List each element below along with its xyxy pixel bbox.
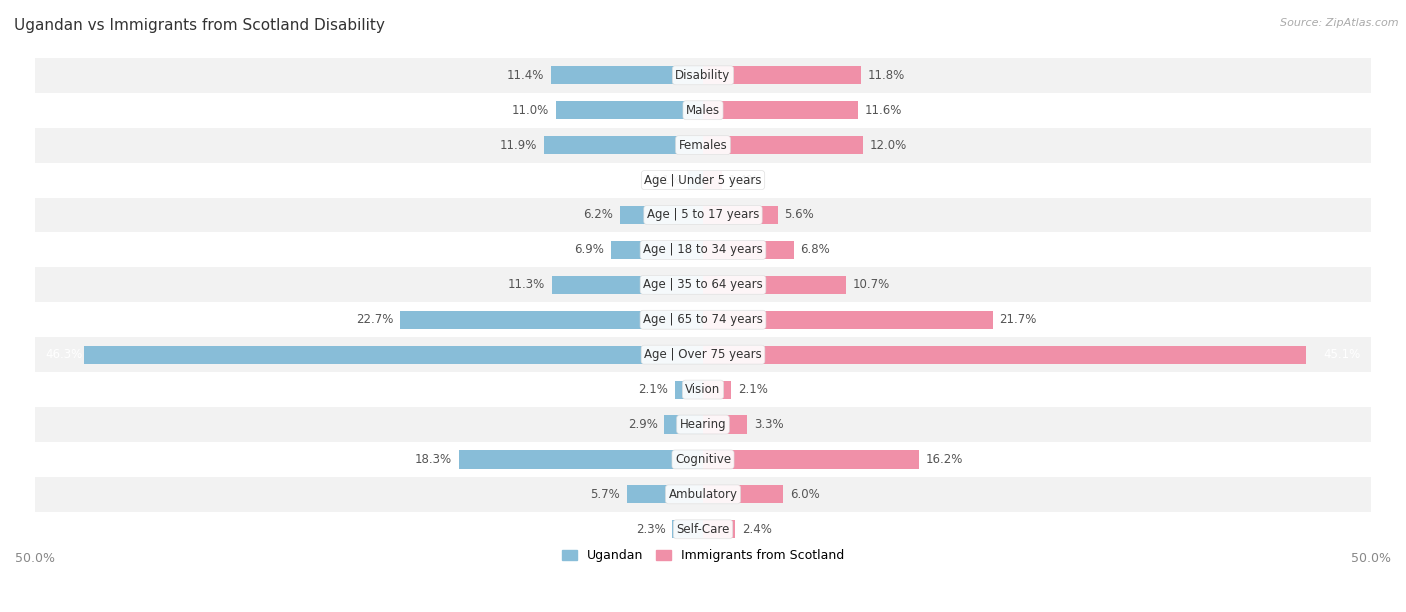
Text: Source: ZipAtlas.com: Source: ZipAtlas.com — [1281, 18, 1399, 28]
Bar — [555, 101, 703, 119]
Text: Females: Females — [679, 139, 727, 152]
Text: Self-Care: Self-Care — [676, 523, 730, 536]
Text: 11.4%: 11.4% — [506, 69, 544, 82]
Bar — [551, 66, 703, 84]
Text: 6.2%: 6.2% — [583, 209, 613, 222]
Bar — [84, 346, 703, 364]
Bar — [35, 163, 1371, 198]
Bar — [610, 241, 703, 259]
Bar — [703, 311, 993, 329]
Bar — [675, 381, 703, 398]
Text: 12.0%: 12.0% — [870, 139, 907, 152]
Bar — [35, 442, 1371, 477]
Text: 3.3%: 3.3% — [754, 418, 783, 431]
Bar — [703, 450, 920, 469]
Bar — [35, 337, 1371, 372]
Bar — [703, 101, 858, 119]
Bar — [35, 58, 1371, 93]
Bar — [672, 520, 703, 539]
Text: Age | Over 75 years: Age | Over 75 years — [644, 348, 762, 361]
Text: 22.7%: 22.7% — [356, 313, 394, 326]
Bar — [35, 302, 1371, 337]
Text: Hearing: Hearing — [679, 418, 727, 431]
Bar — [703, 485, 783, 504]
Text: 11.6%: 11.6% — [865, 103, 903, 117]
Text: 16.2%: 16.2% — [927, 453, 963, 466]
Text: 6.0%: 6.0% — [790, 488, 820, 501]
Bar — [703, 136, 863, 154]
Text: 21.7%: 21.7% — [1000, 313, 1038, 326]
Text: 2.4%: 2.4% — [742, 523, 772, 536]
Text: 46.3%: 46.3% — [45, 348, 83, 361]
Text: 6.9%: 6.9% — [574, 244, 605, 256]
Bar — [703, 66, 860, 84]
Bar — [458, 450, 703, 469]
Text: Age | 18 to 34 years: Age | 18 to 34 years — [643, 244, 763, 256]
Text: 11.8%: 11.8% — [868, 69, 904, 82]
Text: 2.1%: 2.1% — [638, 383, 668, 396]
Bar — [35, 198, 1371, 233]
Text: 18.3%: 18.3% — [415, 453, 451, 466]
Bar — [35, 477, 1371, 512]
Text: 11.3%: 11.3% — [508, 278, 546, 291]
Text: Ugandan vs Immigrants from Scotland Disability: Ugandan vs Immigrants from Scotland Disa… — [14, 18, 385, 34]
Bar — [35, 372, 1371, 407]
Bar — [703, 381, 731, 398]
Bar — [703, 206, 778, 224]
Text: 11.9%: 11.9% — [501, 139, 537, 152]
Text: 5.7%: 5.7% — [591, 488, 620, 501]
Text: Age | 5 to 17 years: Age | 5 to 17 years — [647, 209, 759, 222]
Text: Males: Males — [686, 103, 720, 117]
Text: Age | Under 5 years: Age | Under 5 years — [644, 174, 762, 187]
Bar — [703, 346, 1306, 364]
Text: 45.1%: 45.1% — [1323, 348, 1361, 361]
Bar — [35, 267, 1371, 302]
Bar — [703, 276, 846, 294]
Bar — [703, 416, 747, 433]
Text: 2.9%: 2.9% — [627, 418, 658, 431]
Text: Cognitive: Cognitive — [675, 453, 731, 466]
Text: Age | 35 to 64 years: Age | 35 to 64 years — [643, 278, 763, 291]
Bar — [35, 128, 1371, 163]
Bar — [703, 241, 794, 259]
Bar — [399, 311, 703, 329]
Text: 5.6%: 5.6% — [785, 209, 814, 222]
Text: Ambulatory: Ambulatory — [668, 488, 738, 501]
Bar — [35, 233, 1371, 267]
Bar — [689, 171, 703, 189]
Text: 2.1%: 2.1% — [738, 383, 768, 396]
Text: 11.0%: 11.0% — [512, 103, 550, 117]
Text: Vision: Vision — [685, 383, 721, 396]
Text: Disability: Disability — [675, 69, 731, 82]
Bar — [664, 416, 703, 433]
Bar — [627, 485, 703, 504]
Bar — [620, 206, 703, 224]
Bar — [553, 276, 703, 294]
Text: 1.4%: 1.4% — [728, 174, 758, 187]
Text: 2.3%: 2.3% — [636, 523, 665, 536]
Bar — [35, 512, 1371, 547]
Bar — [703, 520, 735, 539]
Text: 6.8%: 6.8% — [800, 244, 831, 256]
Text: Age | 65 to 74 years: Age | 65 to 74 years — [643, 313, 763, 326]
Bar — [703, 171, 721, 189]
Bar — [544, 136, 703, 154]
Bar — [35, 93, 1371, 128]
Text: 10.7%: 10.7% — [852, 278, 890, 291]
Bar — [35, 407, 1371, 442]
Text: 1.1%: 1.1% — [652, 174, 682, 187]
Legend: Ugandan, Immigrants from Scotland: Ugandan, Immigrants from Scotland — [557, 544, 849, 567]
